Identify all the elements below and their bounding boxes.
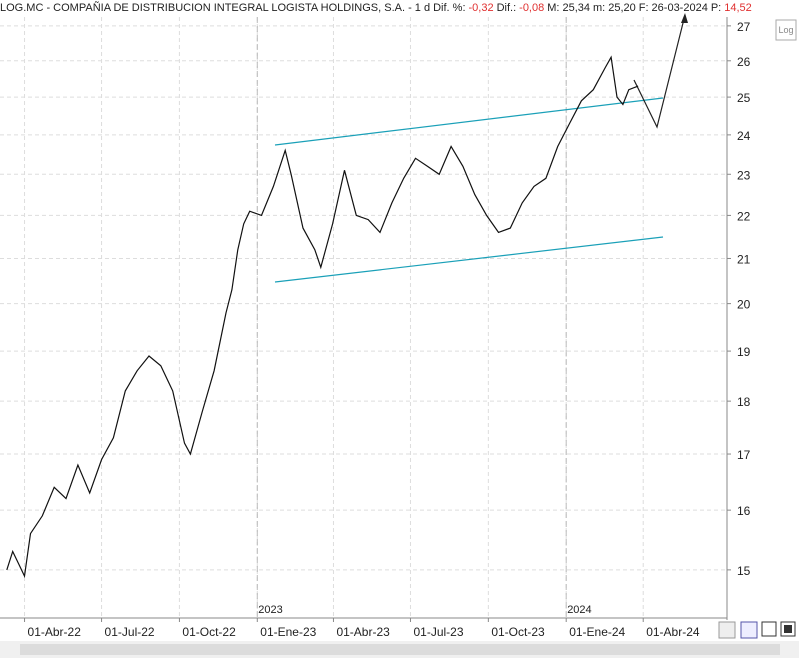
x-tick-label: 01-Jul-22 — [105, 625, 155, 639]
x-tick-label: 01-Oct-22 — [182, 625, 236, 639]
y-tick-label: 24 — [737, 129, 751, 143]
forecast-arrow — [633, 14, 686, 129]
y-tick-label: 22 — [737, 209, 751, 223]
field-label: Dif.: — [496, 2, 517, 14]
y-tick-label: 23 — [737, 168, 751, 182]
save-button[interactable] — [740, 621, 758, 639]
arrow-head — [681, 13, 688, 23]
field-value: 14,52 — [724, 2, 752, 14]
log-button[interactable] — [775, 19, 797, 41]
drawings — [274, 13, 688, 283]
field-value: 25,20 — [608, 2, 636, 14]
y-tick-label: 27 — [737, 20, 751, 34]
header-title: LOG.MC - COMPAÑIA DE DISTRIBUCION INTEGR… — [0, 2, 431, 14]
field-label: M: — [547, 2, 560, 14]
price-line — [6, 55, 639, 579]
y-tick-label: 26 — [737, 55, 751, 69]
channel-lower — [274, 236, 664, 283]
field-label: Dif. %: — [433, 2, 466, 14]
field-label: F: — [638, 2, 649, 14]
scroll-thumb[interactable] — [20, 644, 780, 655]
field-value: 26-03-2024 — [651, 2, 708, 14]
header: LOG.MC - COMPAÑIA DE DISTRIBUCION INTEGR… — [0, 0, 799, 17]
y-tick-label: 15 — [737, 564, 751, 578]
y-tick-label: 17 — [737, 448, 751, 462]
channel-upper — [274, 97, 664, 146]
x-tick-label: 01-Oct-23 — [491, 625, 545, 639]
x-tick-label: 01-Abr-24 — [646, 625, 700, 639]
x-tick-label: 01-Jul-23 — [413, 625, 463, 639]
x-tick-label: 01-Abr-23 — [336, 625, 390, 639]
year-label: 2024 — [567, 604, 591, 616]
field-label: m: — [593, 2, 606, 14]
year-label: 2023 — [258, 604, 282, 616]
x-tick-label: 01-Ene-23 — [260, 625, 316, 639]
fit-button-icon — [784, 625, 792, 633]
tool-button[interactable] — [718, 621, 736, 639]
field-value: -0,08 — [519, 2, 545, 14]
view-button[interactable] — [761, 621, 777, 637]
field-value: -0,32 — [468, 2, 494, 14]
field-value: 25,34 — [562, 2, 590, 14]
y-tick-label: 20 — [737, 298, 751, 312]
y-tick-label: 19 — [737, 345, 751, 359]
plot-area — [0, 17, 727, 618]
y-tick-label: 21 — [737, 252, 751, 266]
log-button-label[interactable]: Log — [778, 25, 793, 35]
y-tick-label: 18 — [737, 395, 751, 409]
y-tick-label: 25 — [737, 91, 751, 105]
y-tick-label: 16 — [737, 504, 751, 518]
field-label: P: — [710, 2, 722, 14]
x-tick-label: 01-Ene-24 — [569, 625, 625, 639]
x-tick-label: 01-Abr-22 — [28, 625, 82, 639]
